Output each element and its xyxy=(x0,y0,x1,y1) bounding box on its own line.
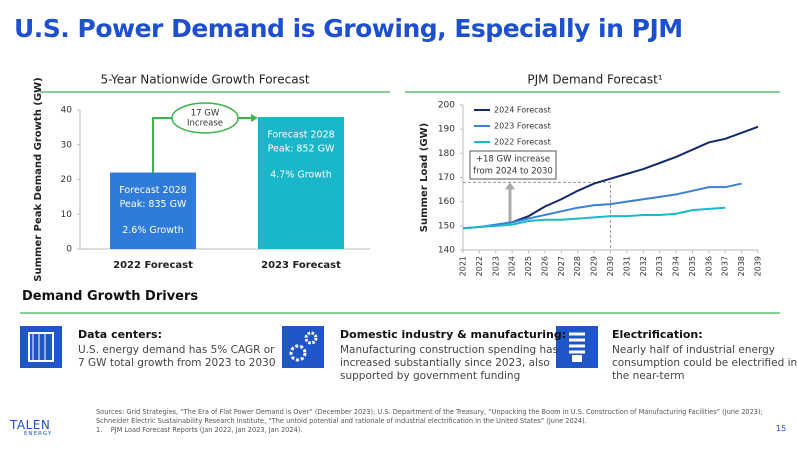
bar-label: 2.6% Growth xyxy=(122,225,184,236)
x-tick-label: 2036 xyxy=(704,256,713,276)
driver-text: 7 GW total growth from 2023 to 2030 xyxy=(78,357,276,369)
bar xyxy=(110,172,196,249)
x-tick-label: 2021 xyxy=(459,256,468,276)
y-tick-label: 10 xyxy=(61,210,73,220)
x-tick-label: 2023 Forecast xyxy=(261,260,341,271)
bar xyxy=(258,116,344,249)
driver-title: Electrification: xyxy=(612,328,703,341)
x-tick-label: 2030 xyxy=(606,256,615,276)
logo-sub: ENERGY xyxy=(24,431,53,437)
arrowhead xyxy=(251,114,258,122)
bar-label: Forecast 2028 xyxy=(267,129,334,140)
y-tick-label: 160 xyxy=(438,197,455,207)
chart-title: PJM Demand Forecast¹ xyxy=(527,73,662,87)
y-tick-label: 180 xyxy=(438,149,455,159)
guide-line xyxy=(463,181,611,250)
y-tick-label: 200 xyxy=(438,101,455,111)
legend-label: 2024 Forecast xyxy=(494,106,551,115)
driver-title: Data centers: xyxy=(78,328,162,341)
annotation: +18 GW increase xyxy=(476,155,550,165)
source-line: Sources: Grid Strategies, “The Era of Fl… xyxy=(96,408,763,416)
y-tick-label: 40 xyxy=(61,106,73,116)
driver-text: Manufacturing construction spending has xyxy=(340,344,559,356)
bar-label: Peak: 835 GW xyxy=(120,199,187,210)
legend-label: 2022 Forecast xyxy=(494,138,551,147)
driver-text: increased substantially since 2023, also xyxy=(340,357,550,369)
y-axis-label: Summer Load (GW) xyxy=(419,123,430,232)
driver-text: the near-term xyxy=(612,370,685,382)
sources: Sources: Grid Strategies, “The Era of Fl… xyxy=(96,408,763,435)
connector xyxy=(152,117,172,173)
x-tick-label: 2023 xyxy=(491,256,500,276)
annotation: from 2024 to 2030 xyxy=(473,167,553,177)
x-tick-label: 2038 xyxy=(737,256,746,276)
series-line xyxy=(462,206,726,230)
driver-text: U.S. energy demand has 5% CAGR or xyxy=(78,344,275,356)
x-tick-label: 2035 xyxy=(688,256,697,276)
series-line xyxy=(462,182,742,230)
driver-title: Domestic industry & manufacturing: xyxy=(340,328,567,341)
x-tick-label: 2025 xyxy=(524,256,533,276)
annotation-box xyxy=(469,150,557,180)
y-tick-label: 30 xyxy=(61,140,73,150)
x-tick-label: 2032 xyxy=(639,256,648,276)
y-axis-label: Summer Peak Demand Growth (GW) xyxy=(33,77,44,281)
x-tick-label: 2031 xyxy=(622,256,631,276)
x-tick-label: 2033 xyxy=(655,256,664,276)
industry-icon xyxy=(282,326,324,368)
data-center-icon xyxy=(20,326,62,368)
annotation: Increase xyxy=(187,119,223,129)
x-tick-label: 2026 xyxy=(540,256,549,276)
footnote: PJM Load Forecast Reports (Jan 2022, Jan… xyxy=(110,426,303,434)
y-tick-label: 170 xyxy=(438,173,455,183)
driver-text: consumption could be electrified in xyxy=(612,357,797,369)
series-line xyxy=(511,125,759,224)
y-tick-label: 140 xyxy=(438,246,455,256)
y-tick-label: 0 xyxy=(66,245,72,255)
section-heading: Demand Growth Drivers xyxy=(22,289,199,304)
x-tick-label: 2022 Forecast xyxy=(113,260,193,271)
driver-text: supported by government funding xyxy=(340,370,521,382)
x-tick-label: 2024 xyxy=(508,256,517,276)
bar-label: 4.7% Growth xyxy=(270,169,332,180)
source-line: Schneider Electric Sustainability Resear… xyxy=(96,417,587,425)
y-tick-label: 20 xyxy=(61,175,73,185)
x-tick-label: 2037 xyxy=(721,256,730,276)
chart-title: 5-Year Nationwide Growth Forecast xyxy=(100,73,309,87)
slide-title: U.S. Power Demand is Growing, Especially… xyxy=(14,14,683,43)
x-tick-label: 2029 xyxy=(590,256,599,276)
annotation-bubble xyxy=(171,102,239,134)
bar-label: Forecast 2028 xyxy=(119,185,186,196)
driver-text: Nearly half of industrial energy xyxy=(612,344,776,356)
y-tick-label: 190 xyxy=(438,125,455,135)
annotation: 17 GW xyxy=(191,109,220,119)
logo: TALEN xyxy=(10,418,51,432)
bar-label: Peak: 852 GW xyxy=(268,143,335,154)
footnote-row: 1. PJM Load Forecast Reports (Jan 2022, … xyxy=(96,426,763,435)
bulb-icon xyxy=(556,326,598,368)
x-tick-label: 2039 xyxy=(754,256,763,276)
x-tick-label: 2034 xyxy=(672,256,681,276)
x-tick-label: 2027 xyxy=(557,256,566,276)
y-tick-label: 150 xyxy=(438,221,455,231)
x-tick-label: 2028 xyxy=(573,256,582,276)
arrowhead xyxy=(505,182,515,190)
page-number: 15 xyxy=(776,424,787,433)
x-tick-label: 2022 xyxy=(475,256,484,276)
legend-label: 2023 Forecast xyxy=(494,122,551,131)
footnote-marker: 1. xyxy=(96,426,103,434)
